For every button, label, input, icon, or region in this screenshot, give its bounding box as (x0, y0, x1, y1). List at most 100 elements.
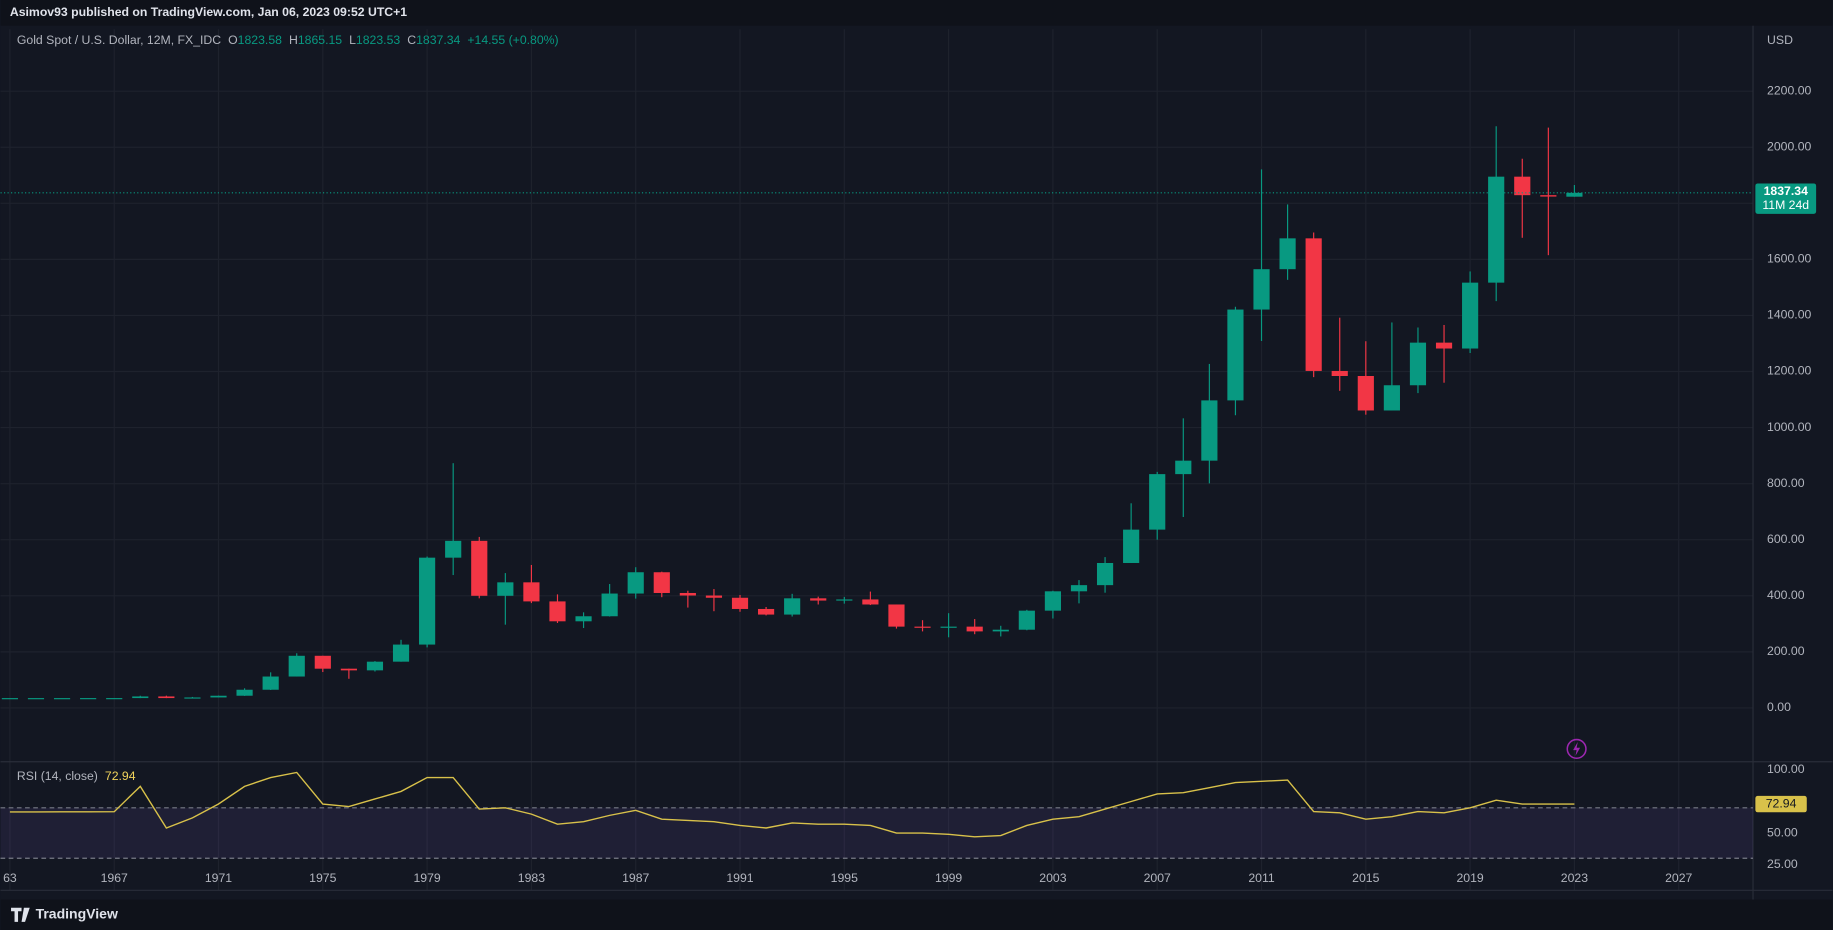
candle-body (132, 696, 149, 699)
symbol: Gold Spot / U.S. Dollar, 12M, FX_IDC (17, 33, 221, 47)
x-tick-label: 1987 (622, 871, 649, 885)
y-tick-label: 600.00 (1767, 532, 1805, 546)
candle-body (340, 668, 357, 671)
candle-body (731, 597, 749, 609)
price-label-box (1755, 183, 1817, 214)
x-tick-label: 1967 (101, 871, 128, 885)
rsi-tick-label: 50.00 (1767, 825, 1798, 839)
candle-body (836, 599, 853, 601)
rsi-legend: RSI (14, close) 72.94 (17, 769, 136, 783)
x-tick-label: 1991 (726, 871, 753, 885)
alert-icon-bolt (1573, 741, 1581, 756)
y-tick-label: 1600.00 (1767, 252, 1811, 266)
candle-body (471, 540, 488, 596)
candle-body (497, 582, 514, 596)
candle-body (1357, 375, 1374, 411)
rsi-tick-label: 25.00 (1767, 857, 1798, 871)
ohlc-letter: H (289, 33, 298, 47)
candle-body (575, 616, 592, 622)
candle-body (158, 696, 175, 699)
candle-body (1070, 585, 1088, 592)
ohlc-letter: O (228, 33, 238, 47)
candle-body (262, 676, 279, 690)
y-tick-label: 2200.00 (1767, 83, 1811, 97)
logo: TradingView (36, 906, 118, 922)
candle-body (210, 695, 227, 698)
candle-body (601, 593, 618, 617)
candle-body (80, 698, 97, 700)
candle-body (1409, 342, 1427, 386)
y-tick-label: 400.00 (1767, 588, 1805, 602)
candle-body (1253, 269, 1270, 310)
bottom-bar (0, 899, 1833, 930)
y-tick-label: 800.00 (1767, 476, 1805, 490)
x-tick-label: 2011 (1248, 871, 1275, 885)
candle-body (419, 557, 436, 645)
candle-body (914, 626, 931, 628)
x-tick-label: 2027 (1665, 871, 1692, 885)
candle-body (940, 626, 957, 628)
ohlc-letter: C (407, 33, 416, 47)
candle-body (549, 601, 566, 622)
candle-body (1514, 176, 1531, 196)
candle-body (653, 572, 670, 593)
countdown: 11M 24d (1762, 198, 1809, 212)
candle-body (966, 626, 983, 632)
candle-body (523, 582, 540, 602)
x-tick-label: 2003 (1039, 871, 1066, 885)
y-tick-label: 200.00 (1767, 644, 1805, 658)
x-tick-label: 1979 (413, 871, 440, 885)
candle-body (1540, 195, 1557, 197)
candle-body (184, 697, 201, 699)
candle-body (862, 599, 879, 605)
price-label: 1837.34 (1764, 184, 1808, 198)
candle-body (27, 698, 45, 700)
candle-body (314, 655, 331, 669)
x-tick-label: 63 (3, 871, 17, 885)
publisher: Asimov93 published on TradingView.com, J… (10, 5, 407, 19)
candle-body (1149, 474, 1166, 530)
currency: USD (1767, 33, 1793, 47)
legend: Gold Spot / U.S. Dollar, 12M, FX_IDC O182… (17, 33, 559, 47)
candle-body (705, 595, 723, 598)
candle-body (392, 644, 410, 662)
rsi-tick-label: 100.00 (1767, 762, 1805, 776)
candle-body (1123, 529, 1140, 563)
top-bar (0, 0, 1833, 26)
candle-body (1331, 370, 1348, 376)
candle-body (888, 604, 905, 627)
candle-body (1096, 562, 1114, 586)
candle-body (992, 629, 1009, 632)
alert-icon[interactable] (1566, 738, 1587, 760)
ohlc-value: 1823.58 (238, 33, 282, 47)
x-tick-label: 2023 (1561, 871, 1588, 885)
x-tick-label: 1983 (518, 871, 545, 885)
candle-body (106, 698, 123, 700)
candle-body (445, 540, 462, 558)
candle-body (1488, 176, 1505, 283)
candle-body (1279, 238, 1296, 270)
candle-body (784, 598, 801, 615)
candle-body (1305, 238, 1322, 371)
x-tick-label: 2007 (1144, 871, 1171, 885)
logo-icon (11, 907, 30, 922)
ohlc-letter: L (349, 33, 356, 47)
ohlc-value: 1865.15 (298, 33, 342, 47)
x-tick-label: 1999 (935, 871, 962, 885)
rsi-name: RSI (14, close) (17, 769, 98, 783)
candle-body (810, 598, 827, 601)
y-tick-label: 0.00 (1767, 700, 1791, 714)
rsi-band (0, 807, 1754, 859)
x-tick-label: 1975 (309, 871, 336, 885)
ohlc-value: 1837.34 (416, 33, 460, 47)
candle-body (1566, 192, 1583, 197)
candle-body (366, 661, 384, 671)
rsi-value-box (1755, 795, 1807, 813)
rsi-value-label: 72.94 (1766, 796, 1797, 810)
rsi-value: 72.94 (105, 769, 136, 783)
candle-body (1018, 610, 1035, 630)
ohlc-value: 1823.53 (356, 33, 400, 47)
candle-body (1, 698, 18, 700)
